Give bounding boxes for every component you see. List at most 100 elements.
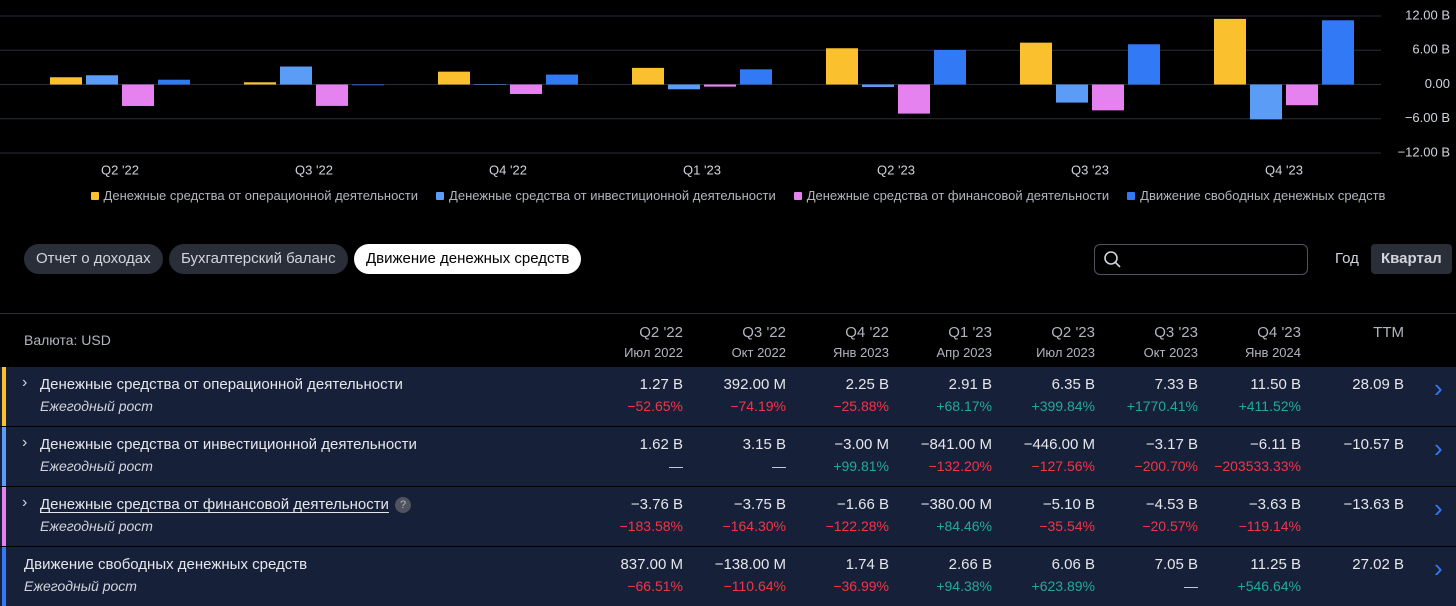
cell-growth: — <box>772 458 786 474</box>
cell-growth: +411.52% <box>1238 398 1301 414</box>
column-date: Июл 2022 <box>624 345 683 360</box>
legend-label: Движение свободных денежных средств <box>1140 188 1386 203</box>
legend-label: Денежные средства от финансовой деятельн… <box>806 188 1110 203</box>
x-tick-label: Q2 '22 <box>101 162 139 177</box>
tab[interactable]: Бухгалтерский баланс <box>169 244 348 274</box>
column-date: Янв 2023 <box>832 345 889 360</box>
column-period: Q4 '23 <box>1257 324 1301 341</box>
table-row[interactable]: › Денежные средства от финансовой деятель… <box>0 487 1456 546</box>
cell-growth: −127.56% <box>1031 458 1095 474</box>
row-name: Денежные средства от финансовой деятельн… <box>40 496 389 513</box>
bar <box>862 84 894 88</box>
column-period: Q2 '22 <box>639 324 683 341</box>
y-tick-label: 12.00 B <box>1405 7 1450 22</box>
legend-item: Денежные средства от операционной деятел… <box>90 188 418 203</box>
expand-icon[interactable]: › <box>22 434 28 451</box>
cell-value: 11.25 B <box>1250 556 1301 573</box>
row-open[interactable]: › <box>1434 553 1443 583</box>
cell-value: −6.11 B <box>1249 436 1301 453</box>
row-marker <box>2 367 6 426</box>
bar <box>1322 20 1354 85</box>
cell-value: −3.76 B <box>630 496 683 513</box>
growth-label: Ежегодный рост <box>40 398 153 414</box>
cell-growth: — <box>1184 578 1198 594</box>
row-open[interactable]: › <box>1434 373 1443 403</box>
cell-value: −4.53 B <box>1145 496 1198 513</box>
column-period: TTM <box>1373 324 1404 341</box>
legend-swatch <box>436 191 445 200</box>
search-icon <box>1104 251 1121 268</box>
bar <box>158 79 190 85</box>
period-toggle[interactable]: Квартал <box>1371 244 1452 274</box>
expand-icon[interactable]: › <box>22 374 28 391</box>
cell-value: 6.35 B <box>1051 376 1095 393</box>
cell-growth: −36.99% <box>833 578 889 594</box>
legend-swatch <box>90 191 99 200</box>
cell-value: −5.10 B <box>1042 496 1095 513</box>
expand-icon[interactable]: › <box>22 494 28 511</box>
legend-item: Денежные средства от финансовой деятельн… <box>793 188 1110 203</box>
bar <box>474 84 506 85</box>
cell-growth: −122.28% <box>825 518 889 534</box>
growth-label: Ежегодный рост <box>40 458 153 474</box>
bar <box>934 49 966 85</box>
x-tick-label: Q3 '23 <box>1071 162 1109 177</box>
column-date: Окт 2023 <box>1143 345 1198 360</box>
tab[interactable]: Движение денежных средств <box>354 244 582 274</box>
cell-value: −138.00 M <box>714 556 786 573</box>
cell-growth: +546.64% <box>1237 578 1301 594</box>
bar <box>316 84 348 106</box>
currency-label: Валюта: USD <box>24 332 111 348</box>
bar <box>1092 84 1124 111</box>
legend: Денежные средства от операционной деятел… <box>0 188 1456 203</box>
table-row[interactable]: › Денежные средства от инвестиционной дея… <box>0 427 1456 486</box>
y-tick-label: −12.00 B <box>1398 144 1450 159</box>
row-marker <box>2 547 6 606</box>
cell-value: 2.91 B <box>948 376 992 393</box>
cell-value: 27.02 B <box>1352 556 1404 573</box>
search-box[interactable] <box>1094 244 1308 275</box>
cell-value: 7.05 B <box>1154 556 1198 573</box>
help-icon[interactable]: ? <box>395 497 411 513</box>
table-row[interactable]: › Денежные средства от операционной деяте… <box>0 367 1456 426</box>
cell-growth: +623.89% <box>1031 578 1095 594</box>
cell-growth: −25.88% <box>833 398 889 414</box>
cell-value: 6.06 B <box>1051 556 1095 573</box>
table-row: Движение свободных денежных средств Ежего… <box>0 547 1456 606</box>
cell-value: 1.74 B <box>845 556 889 573</box>
bar <box>244 82 276 85</box>
bar <box>898 84 930 114</box>
cell-growth: +68.17% <box>936 398 992 414</box>
x-tick-label: Q1 '23 <box>683 162 721 177</box>
y-tick-label: 0.00 <box>1425 76 1450 91</box>
cell-value: 1.27 B <box>639 376 683 393</box>
cell-value: −13.63 B <box>1343 496 1404 513</box>
tab[interactable]: Отчет о доходах <box>24 244 163 274</box>
cell-growth: −132.20% <box>928 458 992 474</box>
cell-value: 3.15 B <box>742 436 786 453</box>
cell-growth: — <box>669 458 683 474</box>
cell-growth: −20.57% <box>1142 518 1198 534</box>
cell-growth: +399.84% <box>1031 398 1095 414</box>
row-marker <box>2 427 6 486</box>
bar <box>1056 84 1088 103</box>
cell-value: −1.66 B <box>836 496 889 513</box>
bar <box>546 74 578 85</box>
period-toggle[interactable]: Год <box>1335 250 1359 267</box>
legend-swatch <box>793 191 802 200</box>
column-period: Q3 '22 <box>742 324 786 341</box>
bar <box>632 67 664 85</box>
cell-growth: −35.54% <box>1039 518 1095 534</box>
column-period: Q2 '23 <box>1051 324 1095 341</box>
row-open[interactable]: › <box>1434 493 1443 523</box>
bar <box>352 84 384 86</box>
chart: 12.00 B 6.00 B 0.00 −6.00 B −12.00 B Q2 '22 Q3… <box>0 7 1450 177</box>
cell-value: 1.62 B <box>639 436 683 453</box>
cell-growth: +1770.41% <box>1126 398 1198 414</box>
cell-value: −3.00 M <box>834 436 889 453</box>
bar <box>280 66 312 85</box>
row-open[interactable]: › <box>1434 433 1443 463</box>
column-date: Апр 2023 <box>936 345 992 360</box>
column-date: Окт 2022 <box>731 345 786 360</box>
